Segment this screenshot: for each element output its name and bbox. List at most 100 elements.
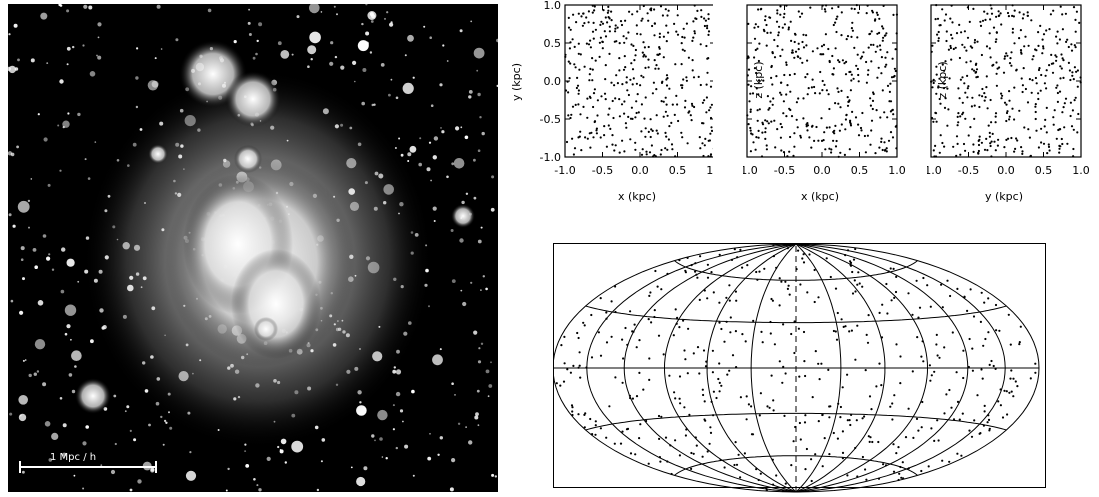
scatter-point bbox=[1042, 45, 1045, 48]
scatter-point bbox=[895, 13, 898, 16]
scatter-point bbox=[865, 81, 868, 84]
star bbox=[44, 421, 51, 427]
scatter-point bbox=[614, 97, 617, 100]
scatter-point bbox=[775, 20, 779, 23]
scatter-point bbox=[588, 73, 591, 76]
scatter-point bbox=[627, 31, 630, 34]
scatter-point bbox=[800, 12, 804, 15]
sky-point bbox=[690, 467, 693, 470]
sky-point bbox=[839, 405, 842, 409]
sky-point bbox=[972, 315, 976, 318]
sky-point bbox=[849, 263, 852, 266]
scatter-point bbox=[584, 136, 587, 139]
scatter-point bbox=[667, 138, 670, 141]
scatter-point bbox=[1052, 62, 1055, 65]
star bbox=[380, 63, 385, 67]
star bbox=[481, 131, 485, 136]
scatter-point bbox=[1008, 99, 1011, 102]
scatter-point bbox=[789, 135, 792, 139]
sky-point bbox=[821, 465, 824, 468]
scatter-point bbox=[573, 63, 576, 66]
scatter-point bbox=[1073, 99, 1076, 102]
scatter-point bbox=[749, 108, 752, 111]
sky-point bbox=[783, 414, 786, 417]
scatter-point bbox=[751, 133, 754, 136]
scatter-point bbox=[582, 12, 585, 15]
scatter-point bbox=[818, 92, 821, 95]
sky-point bbox=[841, 386, 844, 389]
scatter-point bbox=[1056, 84, 1059, 87]
scatter-point bbox=[848, 70, 851, 74]
sky-point bbox=[594, 420, 597, 423]
scatter-point bbox=[972, 150, 975, 153]
scatter-point bbox=[946, 124, 949, 127]
scatter-point bbox=[994, 112, 998, 115]
scatter-point bbox=[685, 22, 688, 25]
scatter-point bbox=[944, 60, 947, 63]
scatter-point bbox=[592, 105, 595, 109]
sky-point bbox=[712, 291, 715, 294]
scatter-point bbox=[758, 108, 761, 111]
scatter-point bbox=[684, 99, 687, 102]
sky-point bbox=[988, 363, 991, 366]
scatter-point bbox=[881, 39, 884, 42]
scatter-point bbox=[627, 115, 630, 118]
sky-point bbox=[895, 343, 898, 346]
scatter-point bbox=[885, 32, 888, 35]
star bbox=[247, 21, 251, 25]
scatter-point bbox=[630, 62, 633, 65]
sky-point bbox=[594, 424, 597, 427]
scatter-point bbox=[986, 12, 989, 15]
scatter-point bbox=[764, 137, 767, 140]
scatter-point bbox=[977, 139, 980, 142]
sky-point bbox=[678, 259, 681, 262]
star bbox=[51, 432, 59, 440]
scatter-point bbox=[846, 35, 850, 38]
scatter-point bbox=[782, 16, 785, 19]
scatter-point bbox=[838, 60, 841, 64]
scatter-point bbox=[783, 12, 786, 15]
scatter-point bbox=[831, 7, 834, 10]
sky-point bbox=[926, 284, 929, 287]
scatter-point bbox=[659, 153, 662, 156]
sky-point bbox=[846, 474, 849, 477]
star bbox=[8, 213, 12, 217]
scatter-point bbox=[891, 108, 894, 111]
sky-point bbox=[1019, 325, 1022, 328]
scatter-point bbox=[578, 68, 581, 71]
scatter-point bbox=[628, 10, 631, 13]
sky-point bbox=[804, 374, 807, 378]
scatter-point bbox=[1070, 49, 1074, 52]
scatter-point bbox=[757, 136, 760, 139]
scatter-point bbox=[620, 103, 624, 106]
scatter-point bbox=[825, 126, 828, 129]
scatter-point bbox=[863, 134, 866, 138]
scatter-point bbox=[604, 64, 607, 67]
scatter-point bbox=[707, 139, 710, 142]
subhalo-blob bbox=[225, 71, 281, 127]
scatter-point bbox=[1062, 76, 1065, 79]
sky-point bbox=[711, 371, 714, 374]
scatter-point bbox=[814, 92, 817, 95]
star bbox=[85, 425, 89, 429]
star bbox=[8, 66, 11, 71]
scatter-point bbox=[934, 144, 937, 147]
scatter-point bbox=[709, 106, 712, 109]
sky-point bbox=[583, 426, 586, 429]
scatter-point bbox=[967, 134, 970, 137]
sky-point bbox=[935, 343, 938, 346]
scatter-point bbox=[850, 35, 853, 39]
scatter-point bbox=[995, 84, 998, 87]
sky-point bbox=[710, 400, 713, 403]
scatter-point bbox=[665, 74, 669, 77]
scatter-point bbox=[793, 32, 797, 35]
scatter-point bbox=[746, 74, 749, 77]
sky-point bbox=[871, 440, 874, 444]
scatter-point bbox=[790, 115, 794, 118]
scatter-point bbox=[1011, 31, 1014, 34]
scatter-point bbox=[698, 136, 701, 139]
scatter-point bbox=[643, 53, 646, 57]
sky-point bbox=[821, 413, 824, 417]
star bbox=[225, 489, 228, 492]
scatter-point bbox=[777, 31, 780, 34]
